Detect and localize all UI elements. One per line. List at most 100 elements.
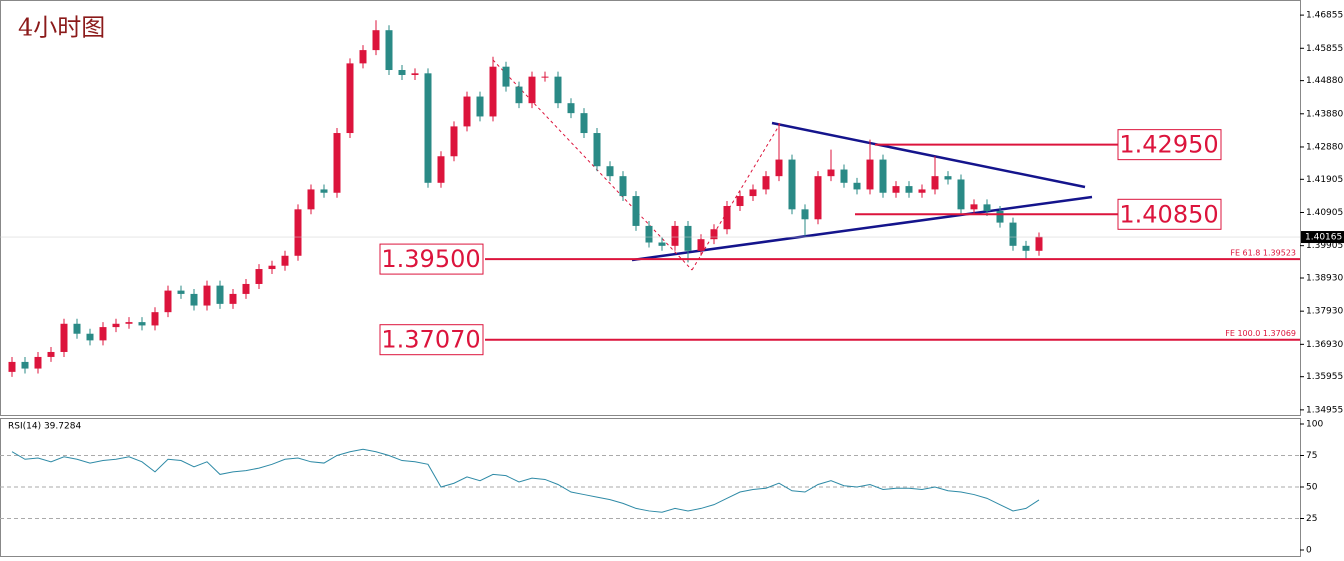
- level-note: FE 100.0 1.37069: [1225, 329, 1296, 338]
- candle-body: [736, 196, 744, 207]
- candle-body: [86, 333, 94, 341]
- y-tick-label: 1.40905: [1306, 208, 1343, 218]
- candle-body: [177, 290, 185, 294]
- candle-body: [47, 351, 55, 357]
- last-price-box: [1301, 231, 1344, 244]
- candle-body: [99, 327, 107, 341]
- candle-body: [645, 225, 653, 243]
- y-tick-label: 1.39905: [1306, 241, 1343, 251]
- candle-body: [242, 283, 250, 294]
- candle-body: [463, 96, 471, 127]
- y-tick-label: 1.38930: [1306, 273, 1343, 283]
- candle-body: [944, 176, 952, 180]
- candle-body: [385, 30, 393, 71]
- candle-body: [151, 312, 159, 326]
- candle-body: [918, 189, 926, 193]
- candle-body: [853, 182, 861, 190]
- candle-body: [1009, 222, 1017, 246]
- y-tick-label: 50: [1306, 483, 1318, 493]
- candle-body: [229, 293, 237, 304]
- level-label: 1.40850: [1119, 200, 1218, 228]
- y-tick-label: 1.45855: [1306, 44, 1343, 54]
- candle-body: [775, 159, 783, 177]
- candle-body: [476, 96, 484, 117]
- candle-body: [632, 196, 640, 226]
- y-tick-label: 1.41905: [1306, 175, 1343, 185]
- level-box: [379, 324, 484, 356]
- candle-body: [983, 204, 991, 211]
- candle-body: [255, 269, 263, 284]
- y-tick-label: 100: [1306, 420, 1323, 430]
- candle-body: [892, 186, 900, 193]
- candle-body: [203, 285, 211, 306]
- candle-body: [424, 73, 432, 183]
- candle-body: [671, 225, 679, 246]
- candle-body: [411, 73, 419, 75]
- candle-body: [268, 265, 276, 270]
- candle-body: [333, 133, 341, 193]
- candle-body: [502, 66, 510, 87]
- candle-body: [112, 323, 120, 328]
- candle-body: [723, 206, 731, 230]
- candle-body: [21, 361, 29, 369]
- fib-line: [492, 59, 693, 271]
- y-tick-label: 75: [1306, 451, 1317, 461]
- candle-body: [658, 242, 666, 246]
- candle-body: [762, 176, 770, 190]
- y-tick-label: 1.44880: [1306, 76, 1343, 86]
- y-tick-label: 1.35955: [1306, 372, 1343, 382]
- candle-body: [905, 186, 913, 193]
- candle-body: [606, 166, 614, 177]
- chart-title: 4小时图: [18, 14, 105, 42]
- candle-body: [216, 285, 224, 304]
- candle-body: [879, 159, 887, 193]
- candle-body: [125, 322, 133, 324]
- candle-body: [619, 176, 627, 197]
- rsi-title: RSI(14) 39.7284: [8, 422, 81, 432]
- candle-body: [515, 86, 523, 104]
- candle-body: [684, 225, 692, 251]
- candle-body: [281, 255, 289, 266]
- candle-body: [190, 293, 198, 306]
- candle-body: [320, 189, 328, 193]
- candle-body: [164, 290, 172, 313]
- level-label: 1.39500: [381, 245, 480, 273]
- y-tick-label: 0: [1306, 546, 1312, 556]
- candle-body: [593, 133, 601, 167]
- fib-line: [691, 123, 781, 271]
- candle-body: [450, 126, 458, 157]
- candle-body: [801, 209, 809, 220]
- candle-body: [346, 63, 354, 134]
- y-tick-label: 1.36930: [1306, 340, 1343, 350]
- price-pane: [0, 0, 1301, 416]
- candle-body: [866, 159, 874, 190]
- candle-body: [8, 361, 16, 372]
- candle-body: [931, 176, 939, 190]
- candle-body: [840, 169, 848, 183]
- y-tick-label: 1.34955: [1306, 405, 1343, 415]
- candle-body: [294, 209, 302, 256]
- y-tick-label: 1.46855: [1306, 11, 1343, 21]
- candle-body: [697, 239, 705, 251]
- candle-body: [580, 113, 588, 134]
- level-label: 1.37070: [381, 326, 480, 354]
- candle-body: [554, 76, 562, 104]
- rsi-line: [11, 448, 1040, 513]
- candle-body: [970, 204, 978, 210]
- candle-body: [814, 176, 822, 220]
- trend-line: [631, 195, 1093, 262]
- candle-body: [34, 356, 42, 369]
- last-price-label: 1.40165: [1305, 233, 1342, 243]
- y-tick-label: 1.42880: [1306, 142, 1343, 152]
- candle-body: [138, 322, 146, 326]
- candle-body: [567, 103, 575, 114]
- candle-body: [437, 156, 445, 183]
- level-label: 1.42950: [1119, 131, 1218, 159]
- candle-body: [489, 66, 497, 117]
- candle-body: [541, 76, 549, 78]
- candle-body: [749, 189, 757, 197]
- candle-body: [307, 189, 315, 210]
- rsi-pane: [0, 418, 1301, 557]
- candle-body: [957, 179, 965, 210]
